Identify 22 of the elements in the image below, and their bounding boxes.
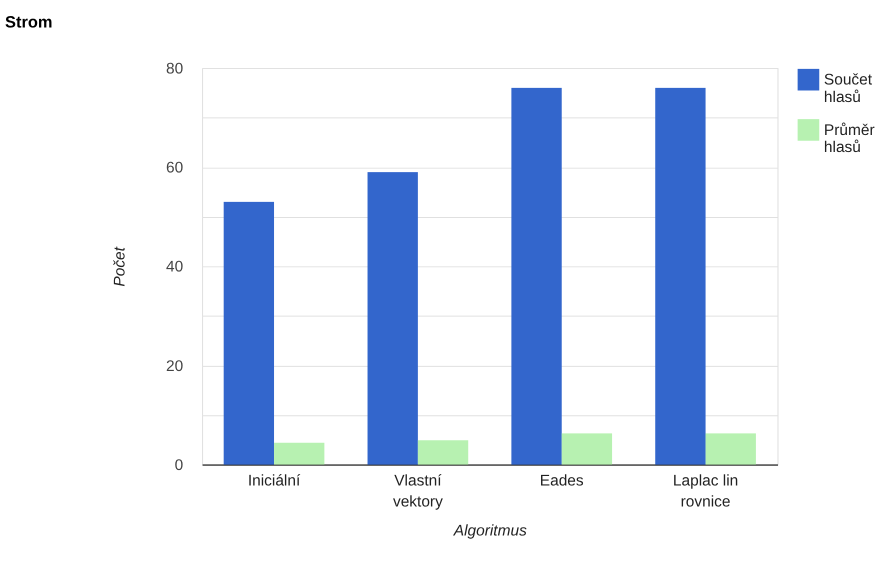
y-tick-label: 0: [174, 456, 184, 474]
x-axis-title: Algoritmus: [452, 522, 528, 540]
bar: [511, 88, 562, 465]
y-tick-label: 40: [166, 258, 184, 276]
text: Strom: [5, 13, 52, 32]
bar: [368, 172, 418, 465]
y-tick-label: 20: [166, 358, 184, 375]
bar: [224, 202, 274, 465]
bar: [706, 433, 756, 465]
bar: [655, 88, 706, 465]
y-tick-label: 80: [166, 60, 184, 78]
bar: [562, 433, 612, 465]
y-axis-title: Počet: [111, 246, 128, 287]
x-tick-label: Vlastní vektory: [392, 472, 444, 511]
bar: [418, 440, 468, 465]
x-tick-label: Iniciální: [248, 472, 301, 490]
x-tick-label: Laplac lin rovnice: [672, 472, 738, 511]
legend-label: Průměr hlasů: [824, 122, 875, 156]
bar: [274, 442, 324, 465]
x-tick-label: Eades: [540, 472, 584, 490]
legend-label: Součet hlasů: [824, 72, 873, 106]
y-tick-label: 60: [166, 160, 184, 177]
